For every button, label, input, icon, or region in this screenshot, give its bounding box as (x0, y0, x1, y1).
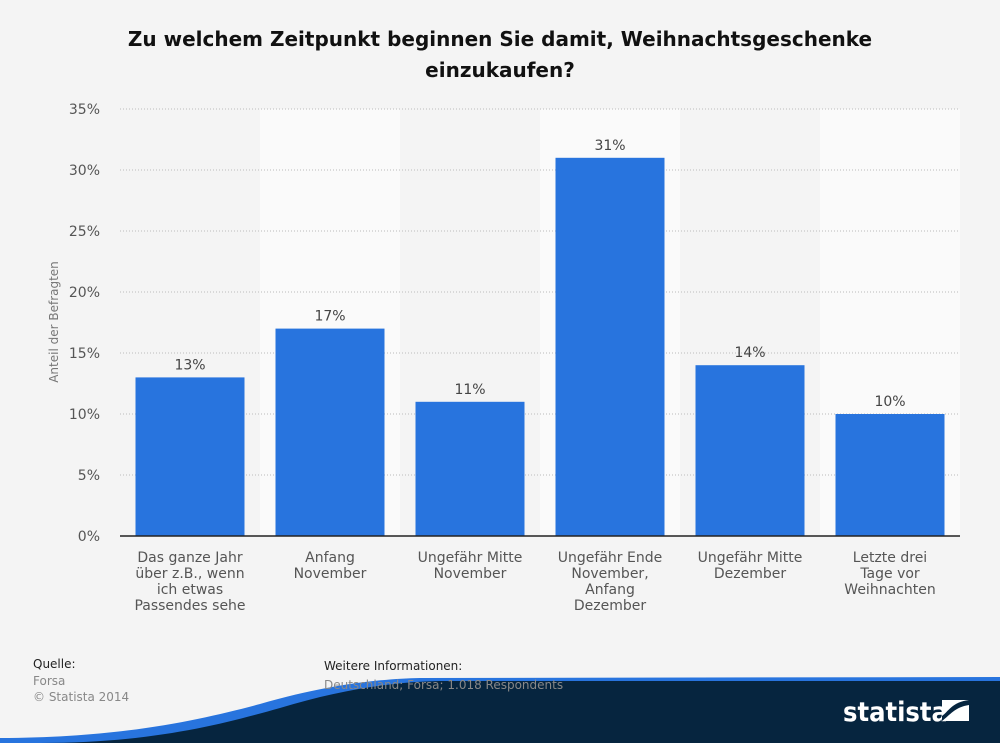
chart-title: Zu welchem Zeitpunkt beginnen Sie damit,… (100, 24, 900, 86)
y-tick-label: 25% (69, 224, 100, 240)
source-heading: Quelle: (33, 657, 76, 671)
statista-logo-banner: statista (0, 677, 1000, 743)
bar (695, 365, 805, 536)
data-label: 10% (874, 394, 905, 410)
bar (275, 328, 385, 536)
y-tick-label: 0% (78, 529, 100, 545)
y-tick-label: 35% (69, 102, 100, 118)
bar (415, 401, 525, 536)
y-tick-label: 30% (69, 163, 100, 179)
bars (135, 157, 945, 537)
category-label: Ungefähr Mitte November (418, 550, 523, 582)
y-tick-label: 5% (78, 468, 100, 484)
y-tick-label: 20% (69, 285, 100, 301)
y-tick-label: 10% (69, 407, 100, 423)
y-tick-label: 15% (69, 346, 100, 362)
y-axis-label: Anteil der Befragten (47, 261, 61, 383)
data-label: 14% (734, 345, 765, 361)
gridlines (120, 108, 960, 476)
copyright: © Statista 2014 (33, 690, 130, 704)
data-label: 17% (314, 309, 345, 325)
statista-logo-icon (942, 700, 969, 721)
category-label: Letzte drei Tage vor Weihnachten (844, 550, 935, 598)
info-text: Deutschland; Forsa; 1.018 Respondents (324, 678, 564, 692)
y-axis-ticks: 0% 5% 10% 15% 20% 25% 30% 35% (69, 102, 100, 545)
category-label: Ungefähr Ende November, Anfang Dezember (558, 550, 662, 614)
category-labels: Das ganze Jahr über z.B., wenn ich etwas Pa… (134, 550, 935, 614)
data-label: 11% (454, 382, 485, 398)
bar (555, 157, 665, 537)
category-label: Anfang November (294, 550, 367, 582)
data-label: 31% (594, 138, 625, 154)
source-name: Forsa (33, 674, 66, 688)
chart-title-line-2: einzukaufen? (425, 58, 575, 82)
data-label: 13% (174, 357, 205, 373)
data-labels: 13% 17% 11% 31% 14% 10% (174, 138, 905, 410)
brand-swoosh-dark (40, 681, 1000, 743)
category-label: Ungefähr Mitte Dezember (698, 550, 803, 582)
info-heading: Weitere Informationen: (324, 659, 463, 673)
chart-title-line-1: Zu welchem Zeitpunkt beginnen Sie damit,… (127, 27, 873, 51)
bar (135, 377, 245, 536)
category-label: Das ganze Jahr über z.B., wenn ich etwas Pa… (134, 550, 245, 614)
brand-name: statista (843, 697, 948, 728)
bar (835, 414, 945, 536)
